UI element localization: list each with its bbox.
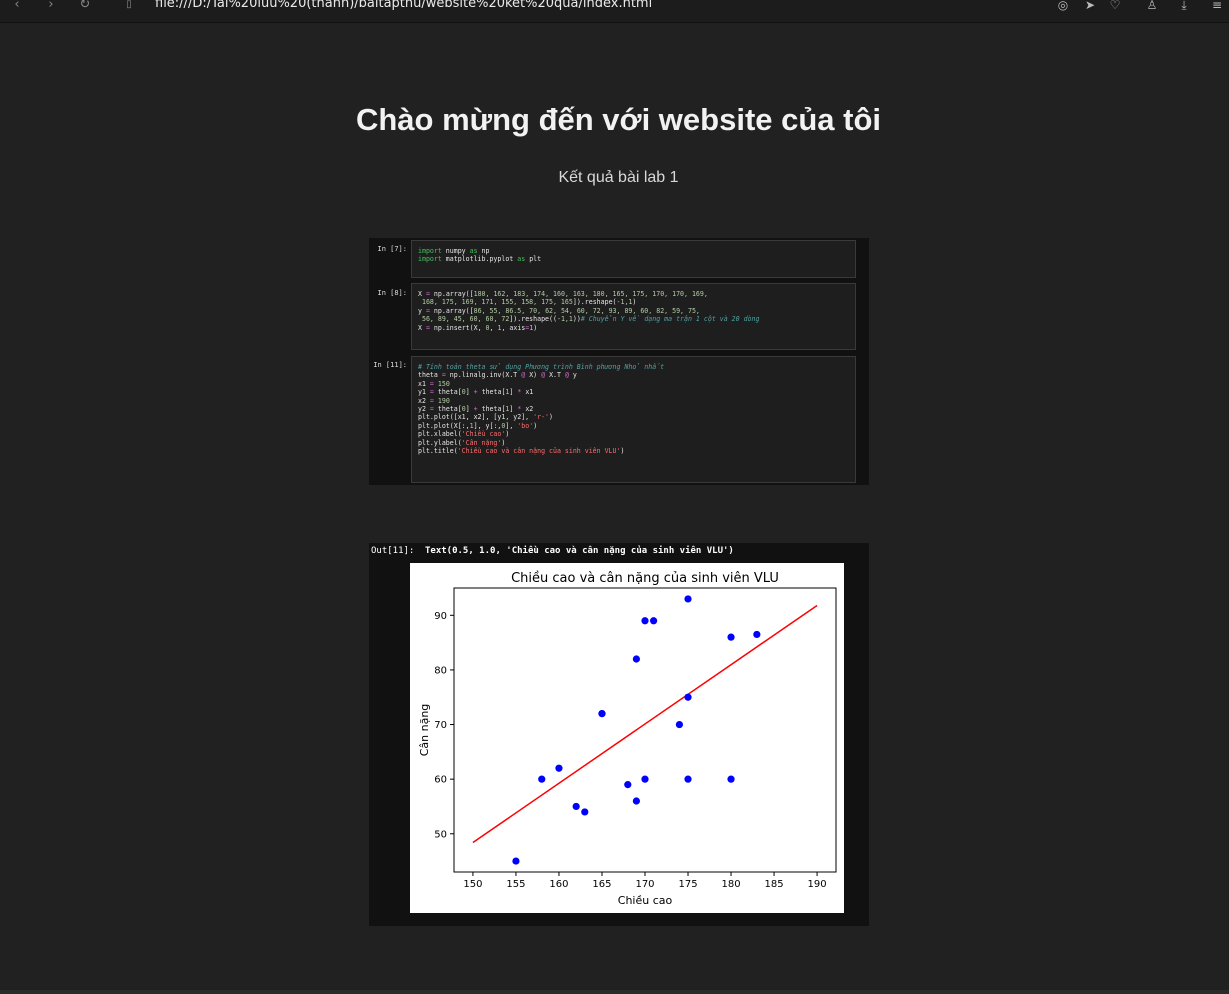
x-tick-label: 175	[678, 879, 697, 890]
x-tick-label: 180	[721, 879, 740, 890]
download-icon[interactable]: ⤓	[1181, 0, 1187, 12]
data-point	[598, 710, 606, 718]
heart-icon[interactable]: ♡	[1109, 0, 1121, 12]
x-tick-label: 170	[635, 879, 654, 890]
data-point	[624, 781, 632, 789]
cell-prompt: In [11]:	[373, 361, 407, 369]
data-point	[581, 808, 589, 816]
output-prompt: Out[11]:	[371, 546, 415, 556]
chart-svg: Chiều cao và cân nặng của sinh viên VLU …	[418, 571, 837, 907]
page-subtitle: Kết quả bài lab 1	[558, 169, 679, 186]
notebook-code-image: In [7]: import numpy as np import matplo…	[369, 238, 869, 485]
address-bar[interactable]: file:///D:/Tai%20luu%20(thanh)/baitapthu…	[155, 0, 653, 11]
data-point	[684, 595, 692, 603]
output-text: Text(0.5, 1.0, 'Chiều cao và cân nặng củ…	[425, 546, 734, 556]
y-tick-label: 80	[434, 665, 447, 676]
x-axis-label: Chiều cao	[618, 894, 673, 907]
data-point	[641, 775, 649, 783]
chart-title: Chiều cao và cân nặng của sinh viên VLU	[511, 571, 779, 586]
data-point	[555, 764, 563, 772]
x-tick-label: 190	[808, 879, 827, 890]
x-tick-label: 185	[765, 879, 784, 890]
back-icon[interactable]: ‹	[14, 0, 20, 12]
forward-icon[interactable]: ›	[48, 0, 54, 12]
data-point	[727, 633, 735, 641]
code-cell: X = np.array([180, 162, 183, 174, 160, 1…	[411, 283, 856, 350]
screenshot-icon[interactable]: ◎	[1057, 0, 1069, 12]
x-tick-label: 165	[592, 879, 611, 890]
code-cell: import numpy as np import matplotlib.pyp…	[411, 240, 856, 278]
code-cell: # Tính toán theta sử dụng Phương trình B…	[411, 356, 856, 483]
data-point	[641, 617, 649, 625]
y-tick-label: 90	[434, 611, 447, 622]
send-icon[interactable]: ➤	[1084, 0, 1096, 12]
notebook-output-image: Out[11]: Text(0.5, 1.0, 'Chiều cao và câ…	[369, 543, 869, 926]
window-bottom-edge	[0, 990, 1229, 994]
x-tick-label: 155	[506, 879, 525, 890]
menu-icon[interactable]: ≡	[1211, 0, 1223, 12]
regression-line	[472, 604, 818, 844]
data-point	[650, 617, 658, 625]
data-point	[632, 655, 640, 663]
code-text: X = np.array([180, 162, 183, 174, 160, 1…	[418, 290, 760, 332]
profile-icon[interactable]: ♙	[1146, 0, 1158, 12]
y-tick-label: 50	[434, 829, 447, 840]
code-text: import numpy as np import matplotlib.pyp…	[418, 247, 542, 264]
cell-prompt: In [7]:	[377, 245, 407, 253]
cell-prompt: In [8]:	[377, 289, 407, 297]
data-point	[727, 775, 735, 783]
page-title: Chào mừng đến với website của tôi	[355, 102, 882, 137]
data-point	[684, 775, 692, 783]
y-axis-label: Cân nặng	[418, 704, 431, 757]
code-text: # Tính toán theta sử dụng Phương trình B…	[418, 363, 665, 456]
data-point	[753, 630, 761, 639]
y-tick-label: 70	[434, 720, 447, 731]
data-point	[572, 802, 580, 811]
reload-icon[interactable]: ↻	[79, 0, 91, 12]
page-icon: ▯	[126, 0, 132, 10]
scatter-plot: Chiều cao và cân nặng của sinh viên VLU …	[410, 563, 844, 913]
data-point	[512, 857, 520, 865]
data-point	[675, 720, 684, 729]
data-point	[684, 693, 692, 701]
data-point	[632, 797, 640, 805]
data-point	[538, 775, 546, 783]
y-tick-label: 60	[434, 775, 447, 786]
browser-toolbar: ‹ › ↻ ▯ file:///D:/Tai%20luu%20(thanh)/b…	[0, 0, 1229, 23]
x-tick-label: 150	[463, 879, 482, 890]
x-tick-label: 160	[549, 879, 568, 890]
plot-area	[453, 587, 837, 873]
